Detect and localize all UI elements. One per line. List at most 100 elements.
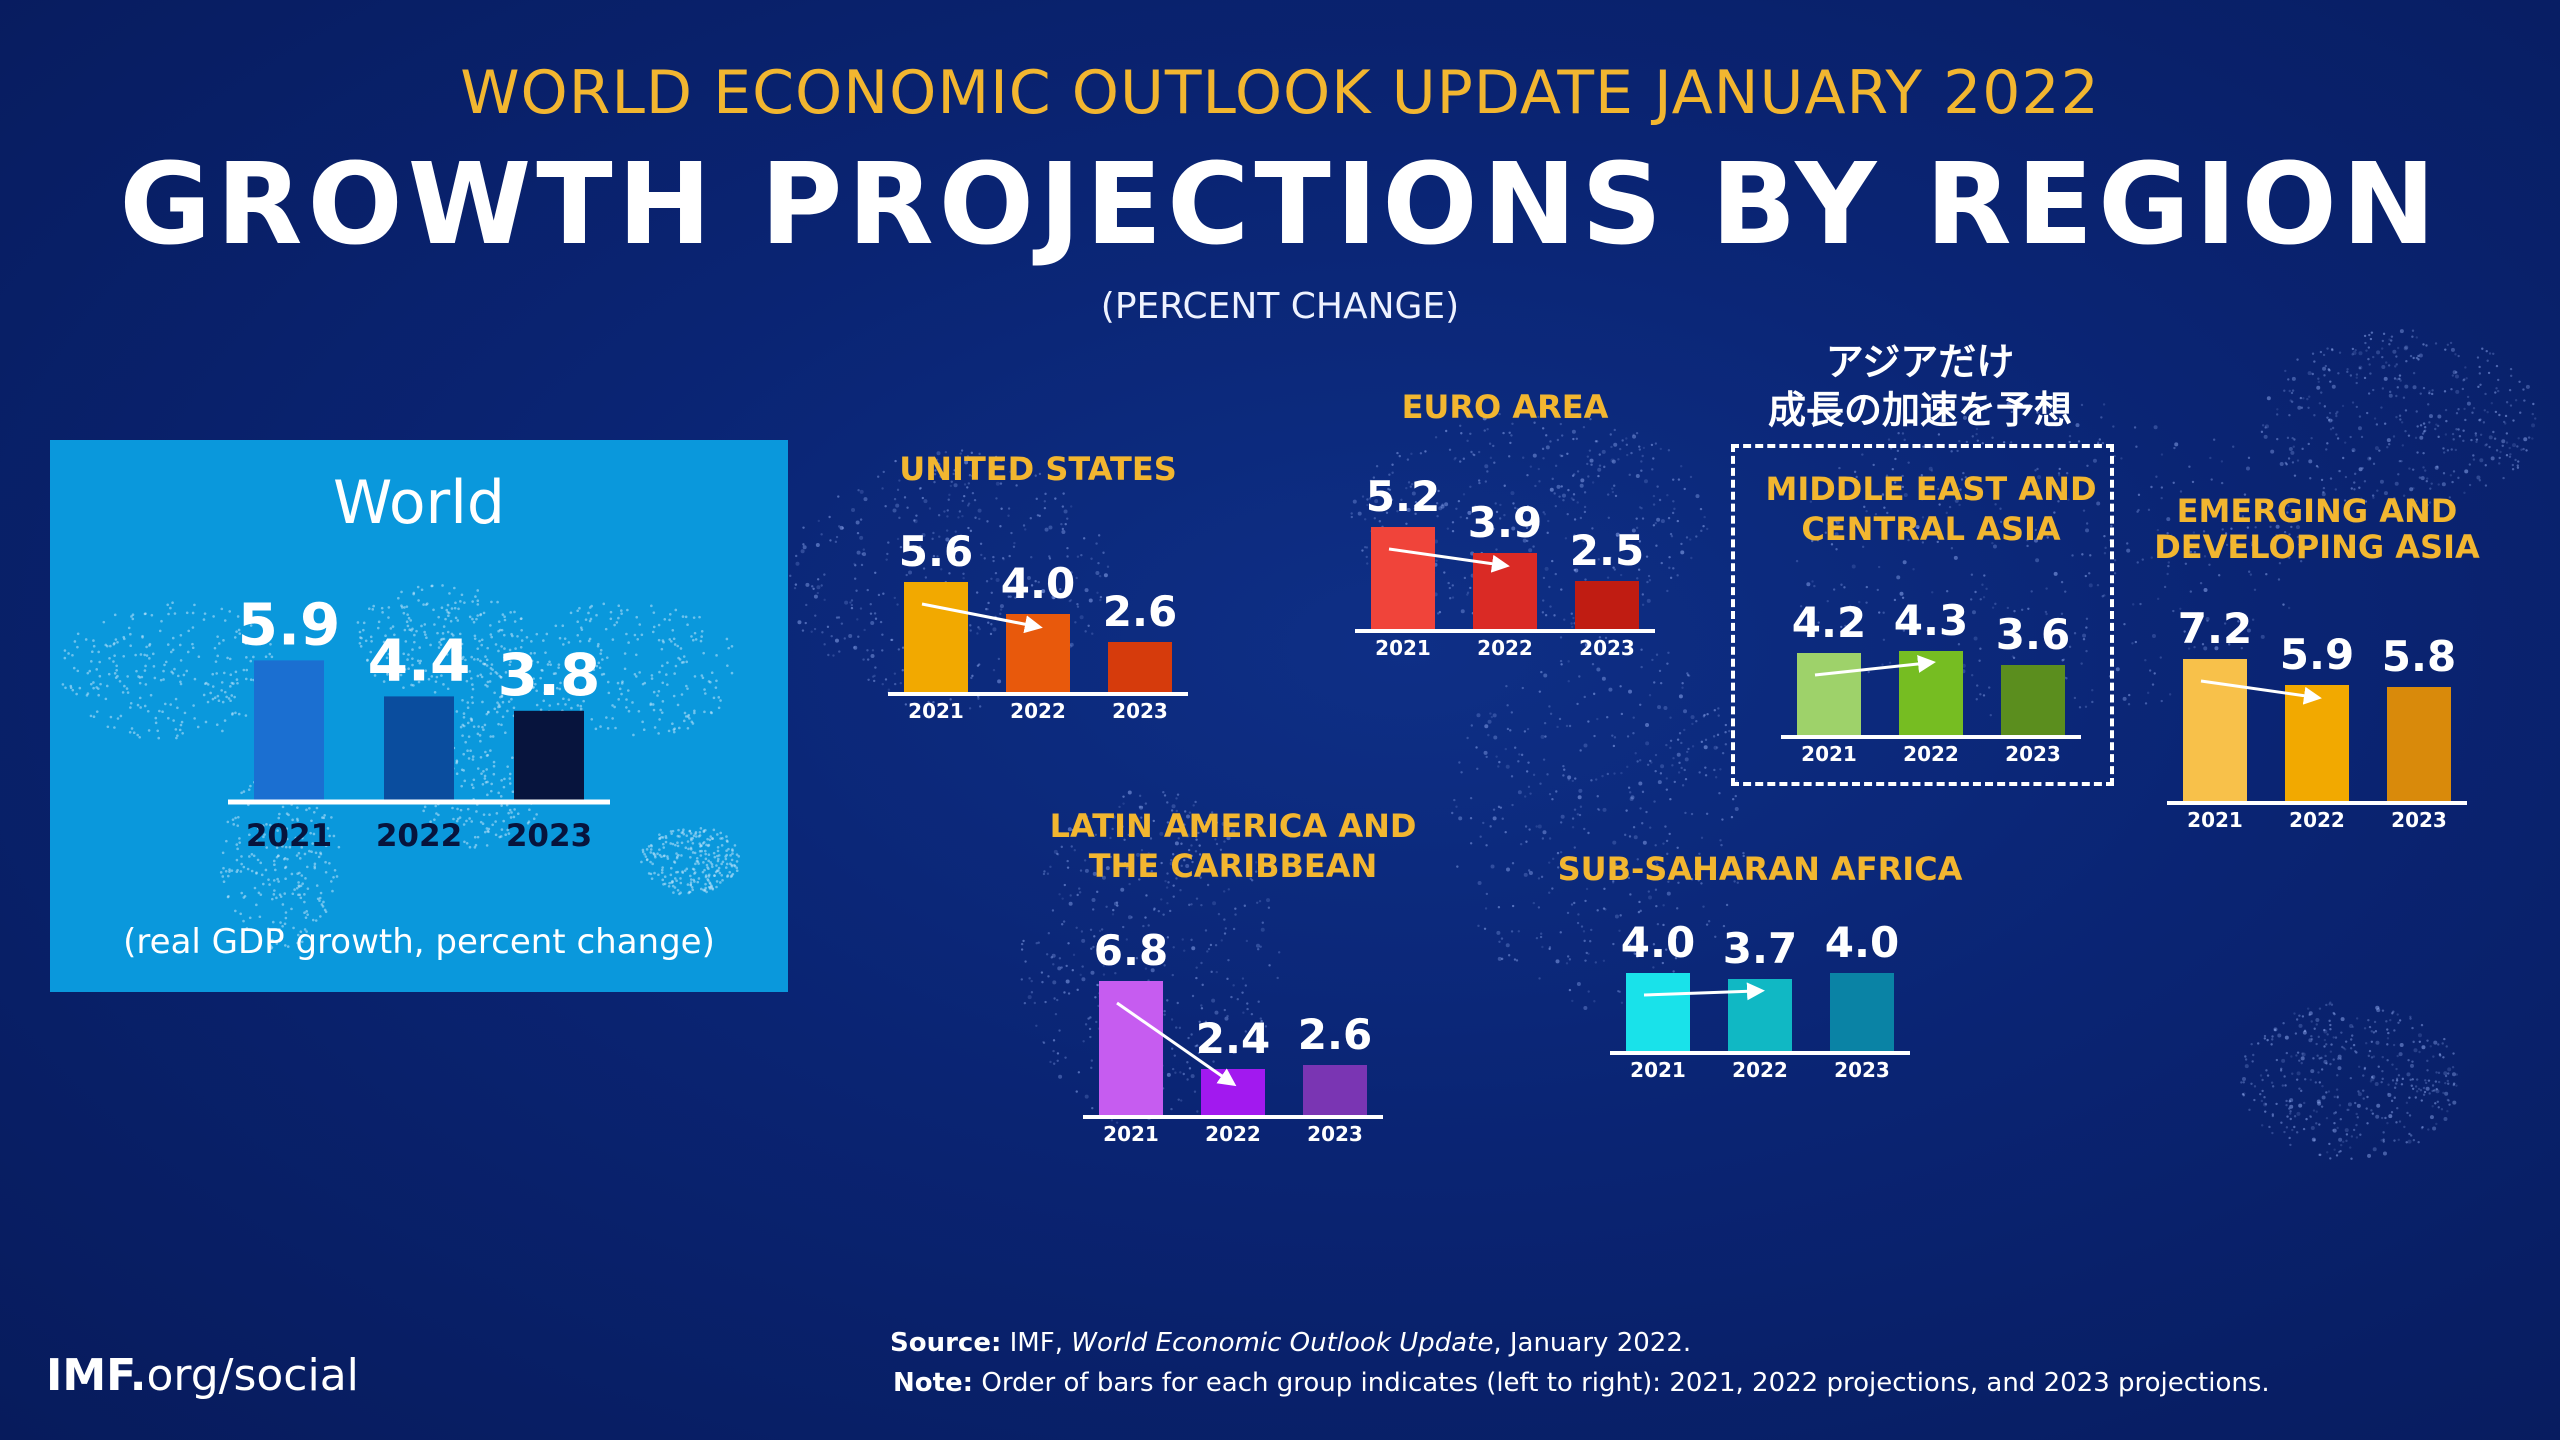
chart-title: EURO AREA: [1402, 388, 1609, 426]
bar-2021: [1099, 981, 1163, 1117]
bar-2023: [514, 710, 584, 802]
bar-2023: [2001, 665, 2065, 737]
chart-world: 5.9 2021 4.4 2022 3.8 2023: [228, 590, 610, 854]
data-label-2023: 3.8: [498, 641, 601, 709]
data-label-2022: 3.7: [1723, 924, 1797, 973]
data-label-2023: 5.8: [2382, 632, 2456, 681]
tick-label-2023: 2023: [1834, 1058, 1890, 1082]
bar-2021: [1626, 973, 1690, 1053]
data-label-2021: 5.6: [899, 527, 973, 576]
data-label-2021: 5.2: [1366, 472, 1440, 521]
bar-2022: [1728, 979, 1792, 1053]
bar-2021: [1371, 527, 1435, 631]
source-org: IMF,: [1009, 1328, 1063, 1358]
world-title: World: [333, 468, 505, 538]
tick-label-2023: 2023: [1112, 699, 1168, 723]
bar-2021: [254, 660, 324, 802]
chart-title: MIDDLE EAST AND: [1765, 470, 2096, 508]
data-label-2022: 5.9: [2280, 630, 2354, 679]
tick-label-2021: 2021: [1103, 1122, 1159, 1146]
trend-arrow: [1388, 547, 1510, 573]
chart-title: DEVELOPING ASIA: [2154, 528, 2480, 566]
bar-2023: [1108, 642, 1172, 694]
bar-2022: [384, 696, 454, 802]
tick-label-2023: 2023: [506, 818, 592, 854]
tick-label-2022: 2022: [2289, 808, 2345, 832]
trend-arrow: [1814, 655, 1936, 677]
chart-euro-area: EURO AREA 5.2 2021 3.9 2022 2.5 2023: [1355, 388, 1655, 660]
source-line: Source: IMF, World Economic Outlook Upda…: [890, 1328, 1691, 1358]
chart-united-states: UNITED STATES 5.6 2021 4.0 2022 2.6 2023: [888, 450, 1188, 723]
chart-title: EMERGING AND: [2177, 492, 2458, 530]
bar-2023: [2387, 687, 2451, 803]
chart-title: THE CARIBBEAN: [1089, 847, 1378, 885]
chart-title: SUB-SAHARAN AFRICA: [1558, 850, 1963, 888]
tick-label-2021: 2021: [246, 818, 332, 854]
tick-label-2022: 2022: [1010, 699, 1066, 723]
bar-2022: [1006, 614, 1070, 694]
imf-logo[interactable]: IMF.org/social: [46, 1350, 359, 1401]
bar-2022: [1201, 1069, 1265, 1117]
unit-label: (PERCENT CHANGE): [1100, 286, 1460, 327]
note-label: Note:: [893, 1368, 974, 1398]
world-caption: (real GDP growth, percent change): [123, 922, 715, 962]
bar-2021: [2183, 659, 2247, 803]
page-title: GROWTH PROJECTIONS BY REGION: [119, 140, 2441, 270]
data-label-2022: 4.0: [1001, 559, 1075, 608]
data-label-2023: 2.6: [1298, 1010, 1372, 1059]
bar-2023: [1830, 973, 1894, 1053]
trend-arrow: [2200, 679, 2322, 705]
data-label-2021: 4.2: [1792, 598, 1866, 647]
data-label-2022: 2.4: [1196, 1014, 1270, 1063]
data-label-2022: 3.9: [1468, 498, 1542, 547]
tick-label-2022: 2022: [1903, 742, 1959, 766]
bar-2023: [1303, 1065, 1367, 1117]
tick-label-2023: 2023: [1579, 636, 1635, 660]
tick-label-2021: 2021: [1801, 742, 1857, 766]
logo-rest: org/social: [146, 1350, 359, 1401]
chart-title: CENTRAL ASIA: [1801, 510, 2061, 548]
source-date: , January 2022.: [1493, 1328, 1692, 1358]
bar-2021: [904, 582, 968, 694]
data-label-2021: 4.0: [1621, 918, 1695, 967]
data-label-2023: 2.6: [1103, 587, 1177, 636]
callout-line-2: 成長の加速を予想: [1767, 388, 2072, 432]
chart-title: LATIN AMERICA AND: [1050, 807, 1417, 845]
tick-label-2021: 2021: [1630, 1058, 1686, 1082]
tick-label-2023: 2023: [2005, 742, 2061, 766]
data-label-2023: 2.5: [1570, 526, 1644, 575]
bar-2021: [1797, 653, 1861, 737]
highlight-dashed-box: [1731, 444, 2114, 786]
note-line: Note: Order of bars for each group indic…: [893, 1368, 2270, 1398]
callout-line-1: アジアだけ: [1825, 340, 2015, 384]
report-kicker: WORLD ECONOMIC OUTLOOK UPDATE JANUARY 20…: [460, 58, 2100, 128]
trend-arrow: [1643, 982, 1765, 1001]
tick-label-2022: 2022: [1732, 1058, 1788, 1082]
asia-callout: アジアだけ 成長の加速を予想: [1740, 338, 2100, 434]
bar-2022: [1473, 553, 1537, 631]
data-label-2023: 3.6: [1996, 610, 2070, 659]
tick-label-2021: 2021: [908, 699, 964, 723]
note-text: Order of bars for each group indicates (…: [981, 1368, 2270, 1398]
tick-label-2022: 2022: [1477, 636, 1533, 660]
tick-label-2023: 2023: [2391, 808, 2447, 832]
trend-arrow: [921, 602, 1043, 634]
source-label: Source:: [890, 1328, 1002, 1358]
bar-2022: [2285, 685, 2349, 803]
data-label-2021: 7.2: [2178, 604, 2252, 653]
chart-sub-saharan-africa: SUB-SAHARAN AFRICA 4.0 2021 3.7 2022 4.0 2023: [1558, 850, 1963, 1082]
trend-arrow: [1116, 1001, 1237, 1087]
source-title: World Economic Outlook Update: [1071, 1328, 1494, 1358]
chart-title: UNITED STATES: [899, 450, 1176, 488]
logo-bold: IMF.: [46, 1350, 147, 1401]
tick-label-2021: 2021: [2187, 808, 2243, 832]
tick-label-2022: 2022: [376, 818, 462, 854]
data-label-2021: 5.9: [238, 590, 341, 658]
data-label-2022: 4.4: [368, 626, 471, 694]
bar-2023: [1575, 581, 1639, 631]
tick-label-2022: 2022: [1205, 1122, 1261, 1146]
data-label-2022: 4.3: [1894, 596, 1968, 645]
